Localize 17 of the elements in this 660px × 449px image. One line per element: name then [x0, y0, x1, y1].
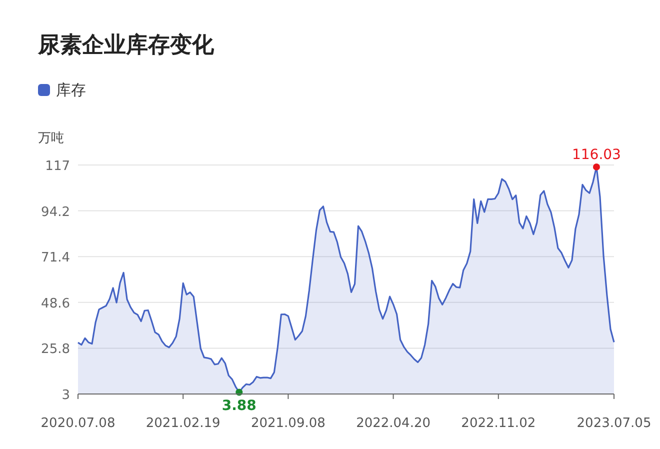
legend-label: 库存 — [56, 81, 86, 99]
y-tick-label: 94.2 — [41, 204, 70, 220]
x-tick-label: 2021.09.08 — [250, 416, 326, 431]
x-tick-label: 2022.04.20 — [356, 416, 431, 431]
y-axis-title: 万吨 — [38, 131, 64, 146]
x-tick-label: 2020.07.08 — [40, 416, 116, 431]
y-tick-label: 25.8 — [41, 342, 70, 358]
y-tick-label: 71.4 — [41, 250, 70, 266]
chart-title: 尿素企业库存变化 — [37, 32, 215, 58]
y-tick-label: 3 — [62, 388, 70, 403]
x-tick-label: 2023.07.05 — [576, 416, 652, 431]
y-tick-label: 48.6 — [41, 296, 70, 312]
x-tick-label: 2021.02.19 — [146, 416, 220, 431]
y-tick-label: 117 — [45, 159, 70, 174]
data-label: 116.03 — [572, 146, 621, 163]
x-tick-label: 2022.11.02 — [461, 416, 536, 431]
data-label: 3.88 — [222, 398, 256, 414]
